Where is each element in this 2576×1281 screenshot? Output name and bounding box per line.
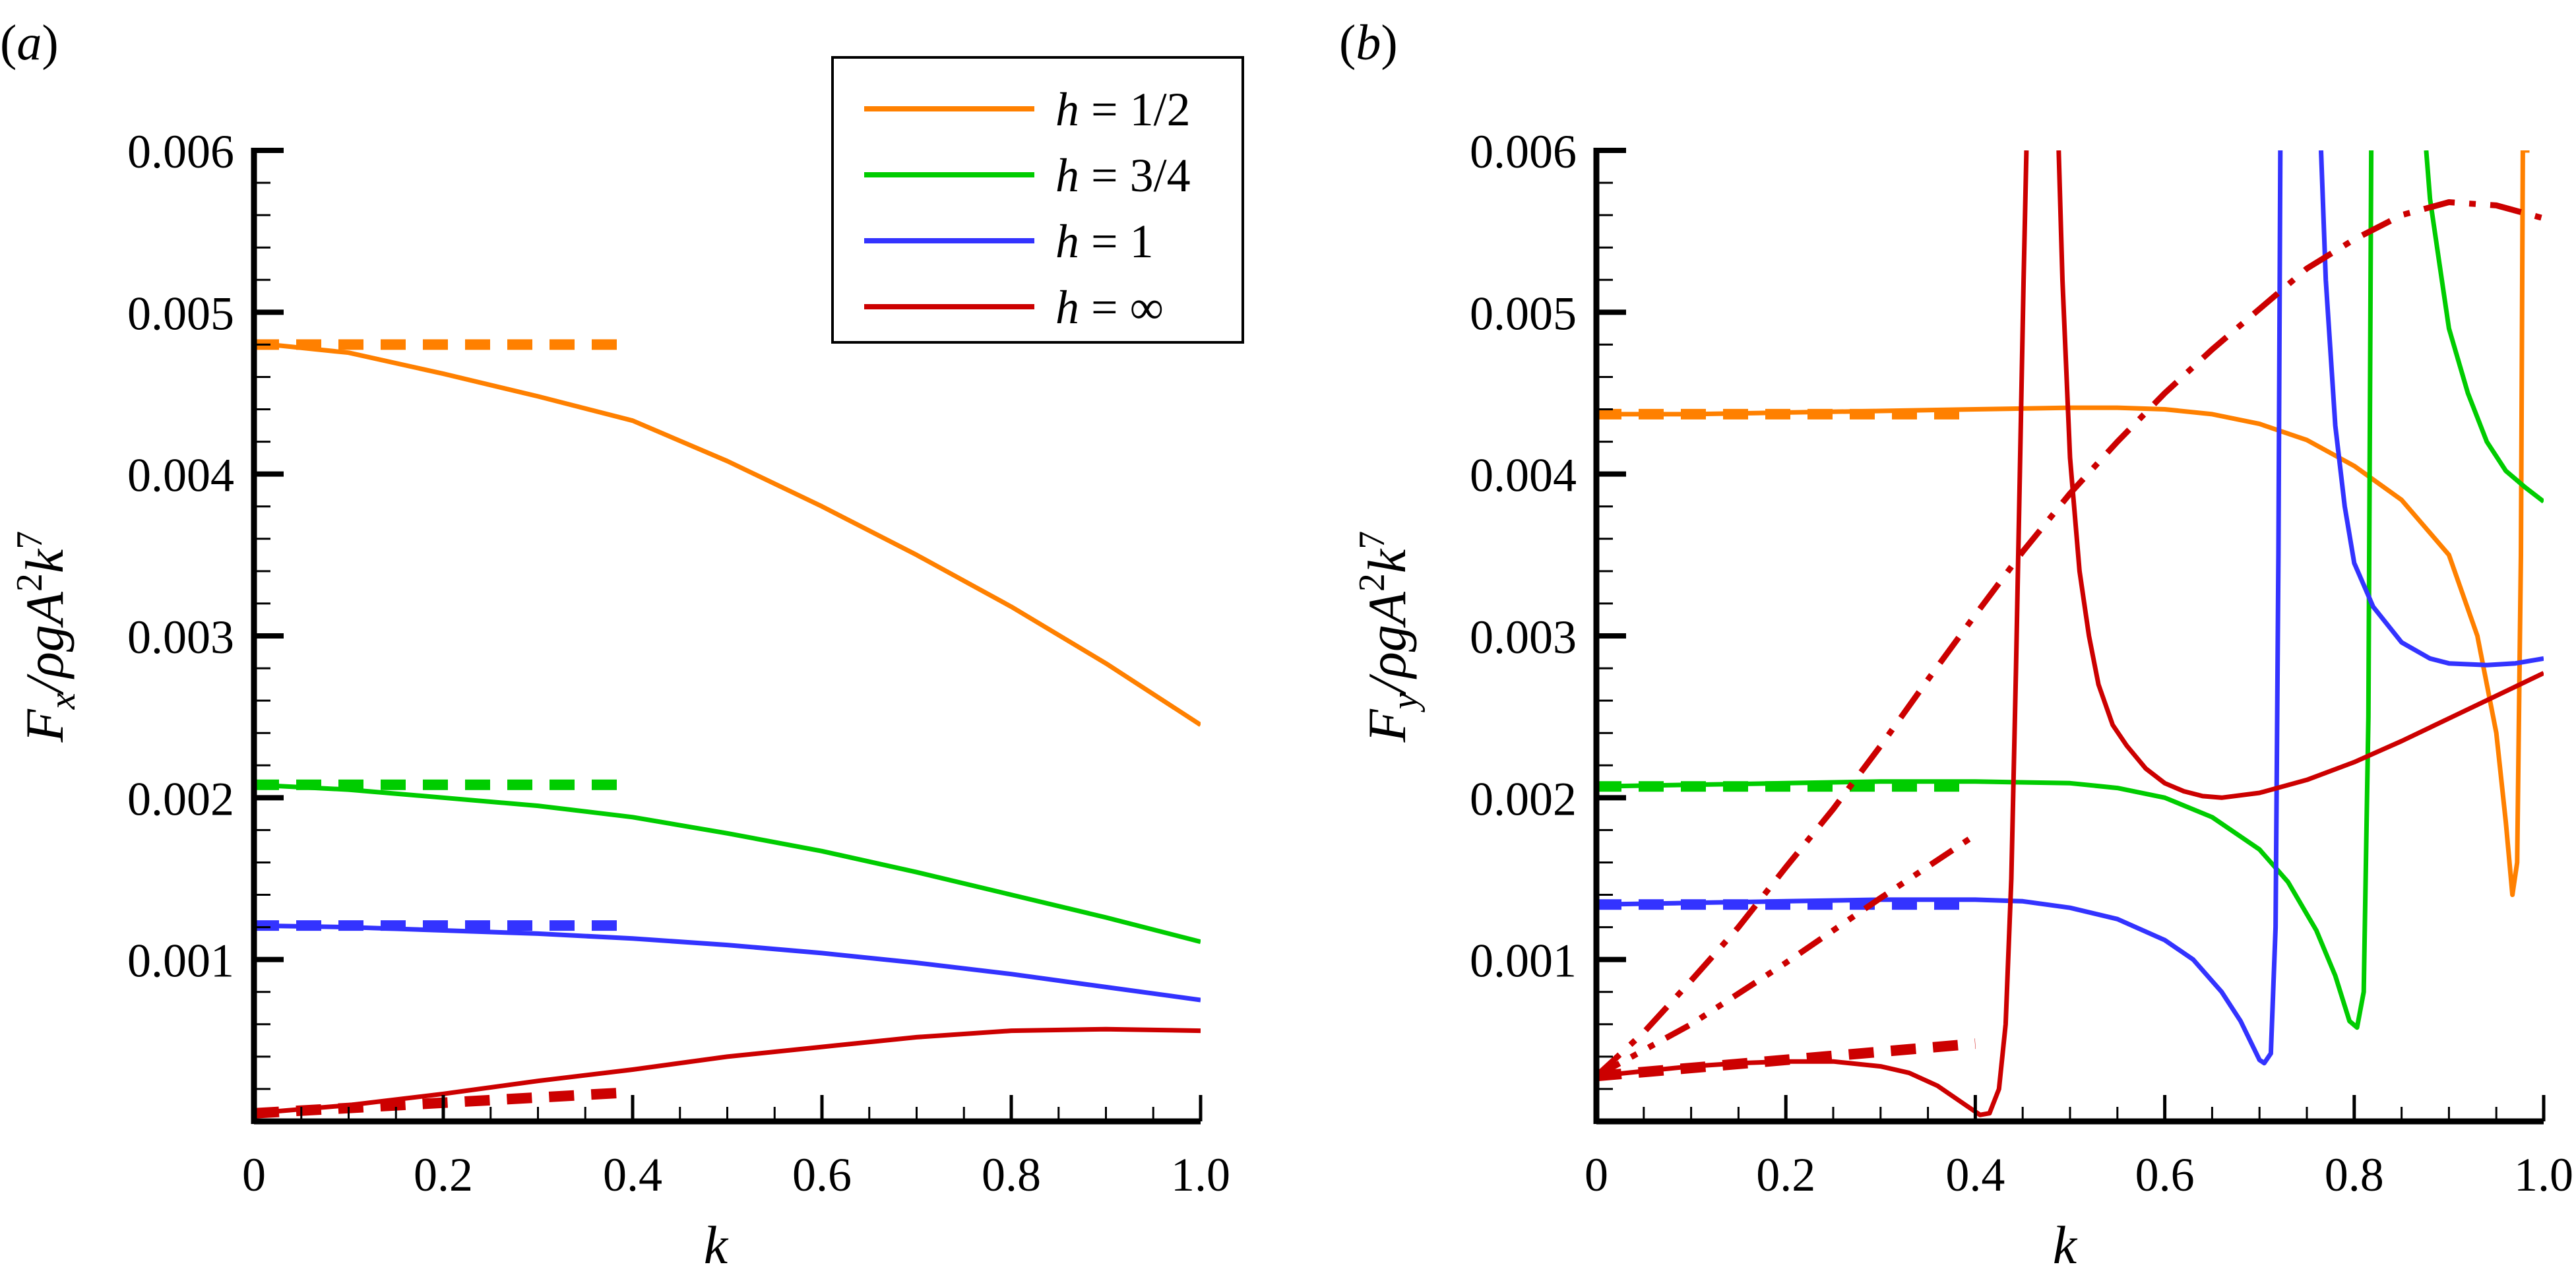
- x-tick-label: 0.6: [2135, 1148, 2195, 1201]
- x-tick-label: 0.2: [414, 1148, 473, 1201]
- curve-h-: [254, 1026, 1201, 1116]
- x-tick-label: 0.6: [792, 1148, 852, 1201]
- curve-h-small-k-asymptote-: [1596, 1038, 1976, 1082]
- curve-h-: [1596, 150, 2029, 1117]
- legend-box: [831, 56, 1244, 344]
- x-tick-label: 0: [1585, 1148, 1608, 1201]
- legend-entry-h-half: h = 1/2: [864, 83, 1191, 136]
- x-tick-label: 0.4: [1945, 1148, 2005, 1201]
- panel-b-label: (b): [1339, 15, 1398, 71]
- y-tick-label: 0.004: [1470, 449, 1577, 502]
- y-tick-label: 0.001: [127, 935, 234, 987]
- panel-a-label: (a): [0, 15, 59, 71]
- y-tick-label: 0.001: [1470, 935, 1577, 987]
- curve-h-3-4: [254, 782, 1201, 945]
- curve-h-1-2: [254, 340, 1201, 727]
- y-tick-label: 0.003: [1470, 611, 1577, 664]
- x-tick-label: 1.0: [2514, 1148, 2573, 1201]
- panel-a-plot: 0 0.2 0.4 0.6 0.8 1.0 0.001 0.002 0.003 0.004 0.00…: [9, 125, 1230, 1275]
- y-tick-label: 0.002: [1470, 772, 1577, 825]
- y-tick-label: 0.005: [1470, 287, 1577, 340]
- y-tick-label: 0.006: [127, 125, 234, 178]
- panel-a-curves: [254, 339, 1201, 1119]
- x-tick-label: 0.8: [982, 1148, 1041, 1201]
- y-tick-label: 0.003: [127, 611, 234, 664]
- curve-h-3-4-right-branch-: [2424, 150, 2544, 504]
- curve-h-1: [1596, 150, 2283, 1066]
- x-tick-label: 0.4: [603, 1148, 662, 1201]
- x-tick-label: 1.0: [1171, 1148, 1230, 1201]
- curve-h-1: [254, 923, 1201, 1003]
- x-tick-label: 0.8: [2325, 1148, 2384, 1201]
- x-tick-label: 0.2: [1756, 1148, 1815, 1201]
- legend-entry-h-one: h = 1: [864, 215, 1154, 268]
- y-tick-label: 0.006: [1470, 125, 1577, 178]
- panel-b-axes: 0 0.2 0.4 0.6 0.8 1.0 0.001 0.002 0.003 0.004 0.00…: [1470, 125, 2573, 1201]
- legend-label: h = 1: [1055, 215, 1154, 268]
- legend-label: h = 3/4: [1055, 149, 1191, 202]
- legend: h = 1/2 h = 3/4 h = 1 h = ∞: [831, 56, 1244, 344]
- panel-a-xlabel: k: [704, 1215, 729, 1275]
- curve-h-dash-double-dot-approximation-lower-: [1596, 832, 1977, 1079]
- panel-b-xlabel: k: [2053, 1215, 2078, 1275]
- legend-label: h = ∞: [1055, 281, 1164, 334]
- panel-b-plot: 0 0.2 0.4 0.6 0.8 1.0 0.001 0.002 0.003 0.004 0.00…: [1352, 125, 2573, 1275]
- panel-a-axes: 0 0.2 0.4 0.6 0.8 1.0 0.001 0.002 0.003 0.004 0.00…: [127, 125, 1230, 1201]
- curve-h-3-4: [1596, 150, 2374, 1030]
- curve-h-1-right-branch-: [2319, 150, 2544, 668]
- legend-entry-h-three-quarters: h = 3/4: [864, 149, 1191, 202]
- curve-h-dash-dot-approximation-upper-: [1596, 199, 2544, 1078]
- y-tick-label: 0.002: [127, 772, 234, 825]
- panel-b-curves: [1596, 150, 2544, 1117]
- y-tick-label: 0.004: [127, 449, 234, 502]
- y-tick-label: 0.005: [127, 287, 234, 340]
- panel-a-ylabel: Fx/ρgA2k7: [9, 531, 83, 743]
- x-tick-label: 0: [242, 1148, 266, 1201]
- panel-b-ylabel: Fy/ρgA2k7: [1352, 531, 1426, 743]
- curve-h-right-branch-: [2056, 150, 2544, 800]
- legend-entry-h-infinity: h = ∞: [864, 281, 1164, 334]
- legend-label: h = 1/2: [1055, 83, 1191, 136]
